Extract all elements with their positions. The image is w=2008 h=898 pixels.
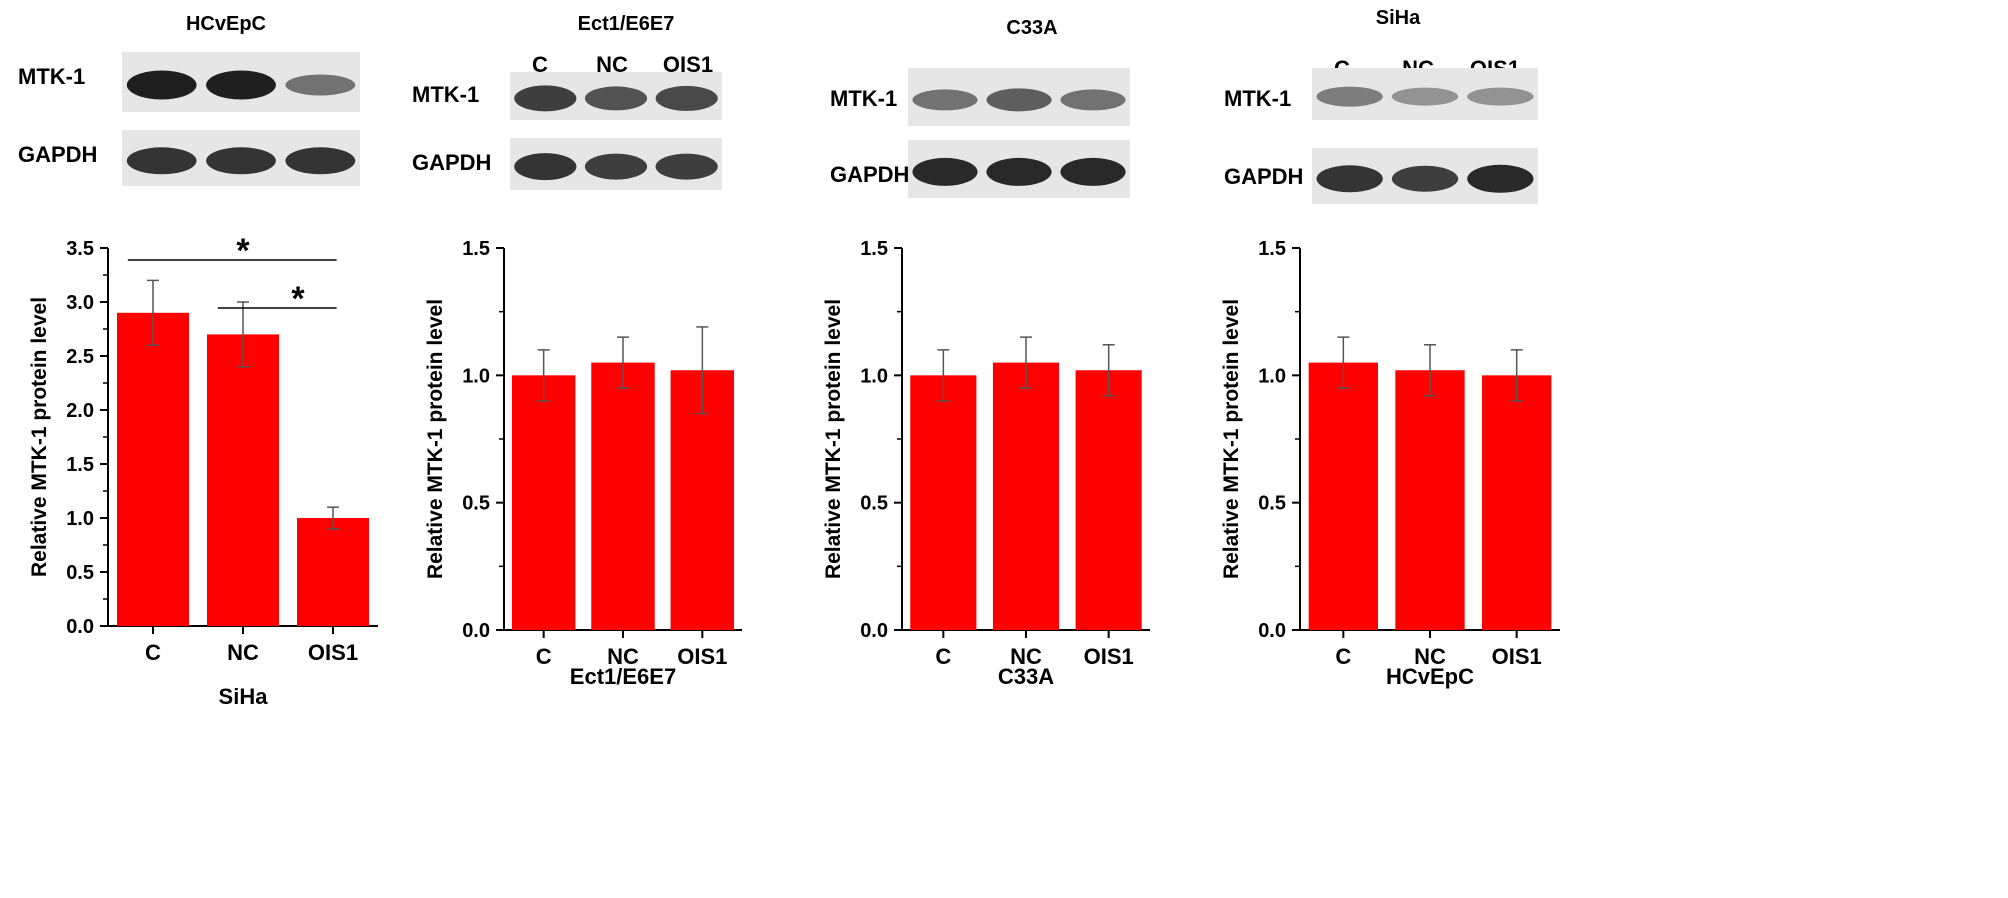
band-label: MTK-1 <box>412 82 479 107</box>
y-tick-label: 3.0 <box>66 292 94 314</box>
y-axis-label: Relative MTK-1 protein level <box>1220 299 1243 579</box>
x-tick-label: NC <box>607 644 639 669</box>
y-tick-label: 1.0 <box>462 365 490 387</box>
bar <box>1308 362 1378 630</box>
blot-title: HCvEpC <box>186 13 266 35</box>
band <box>1467 164 1534 193</box>
band-label: GAPDH <box>1224 164 1303 189</box>
band <box>206 70 276 100</box>
chart-2: 0.0 0.5 1.0 1.5 C NC OIS1 Relative MTK-1 protei… <box>424 238 742 689</box>
band <box>514 85 577 112</box>
bar <box>1075 370 1142 630</box>
band-label: MTK-1 <box>830 86 897 111</box>
band <box>986 88 1052 112</box>
x-tick-label: OIS1 <box>1492 644 1542 669</box>
band-label: GAPDH <box>18 142 97 167</box>
band <box>1060 89 1126 111</box>
bar <box>511 375 576 630</box>
blot-title: C33A <box>1006 17 1057 39</box>
y-axis-label: Relative MTK-1 protein level <box>822 299 845 579</box>
band <box>655 153 718 180</box>
x-tick-label: C <box>935 644 951 669</box>
y-tick-label: 2.5 <box>66 346 94 368</box>
bar <box>1395 370 1465 630</box>
x-tick-label: NC <box>1414 644 1446 669</box>
chart-1: 0.0 0.5 1.0 1.5 2.0 2.5 3.0 3.5 C NC OIS1 * * Relativ… <box>28 232 378 709</box>
y-tick-label: 0.5 <box>66 562 94 584</box>
band <box>206 147 276 175</box>
chart-4: 0.0 0.5 1.0 1.5 C NC OIS1 Relative MTK-1 protei… <box>1220 238 1560 689</box>
bar <box>591 362 655 630</box>
y-axis-label: Relative MTK-1 protein level <box>424 299 447 579</box>
x-axis-label: SiHa <box>219 684 269 709</box>
band <box>912 89 978 111</box>
band-label: GAPDH <box>830 162 909 187</box>
bar <box>992 362 1060 630</box>
bar <box>207 334 279 626</box>
y-axis-label: Relative MTK-1 protein level <box>28 297 51 577</box>
band <box>584 86 648 111</box>
x-tick-label: C <box>1335 644 1351 669</box>
band <box>514 153 577 181</box>
band <box>126 147 197 175</box>
band <box>1316 165 1383 193</box>
significance-star: * <box>291 280 305 318</box>
y-tick-label: 2.0 <box>66 400 94 422</box>
bar <box>910 375 977 630</box>
band <box>655 85 718 111</box>
band <box>1467 87 1534 106</box>
chart-3: 0.0 0.5 1.0 1.5 C NC OIS1 Relative MTK-1 protei… <box>822 238 1150 689</box>
bar <box>297 518 369 626</box>
y-tick-label: 0.0 <box>860 620 888 642</box>
x-tick-label: C <box>536 644 552 669</box>
band <box>584 153 648 180</box>
y-tick-label: 0.5 <box>860 493 888 515</box>
band-label: MTK-1 <box>18 64 85 89</box>
x-tick-label: OIS1 <box>677 644 727 669</box>
y-tick-label: 0.0 <box>66 616 94 638</box>
blot-title: Ect1/E6E7 <box>578 13 675 35</box>
x-axis-label: C33A <box>998 664 1054 689</box>
y-tick-label: 0.5 <box>462 493 490 515</box>
band-label: MTK-1 <box>1224 86 1291 111</box>
y-tick-label: 0.0 <box>1258 620 1286 642</box>
y-tick-label: 0.5 <box>1258 493 1286 515</box>
x-tick-label: OIS1 <box>1084 644 1134 669</box>
band-label: GAPDH <box>412 150 491 175</box>
y-tick-label: 1.0 <box>860 365 888 387</box>
x-tick-label: C <box>145 640 161 665</box>
y-tick-label: 1.5 <box>462 238 490 260</box>
band <box>1316 86 1383 107</box>
bar <box>117 312 189 626</box>
y-tick-label: 1.5 <box>66 454 94 476</box>
x-tick-label: NC <box>227 640 259 665</box>
y-tick-label: 1.5 <box>1258 238 1286 260</box>
band <box>285 74 356 96</box>
band <box>986 157 1052 186</box>
band <box>126 70 197 100</box>
y-tick-label: 1.0 <box>1258 365 1286 387</box>
lane-label: C <box>532 52 548 77</box>
y-tick-label: 0.0 <box>462 620 490 642</box>
band <box>912 157 978 186</box>
y-tick-label: 1.5 <box>860 238 888 260</box>
significance-star: * <box>236 232 250 270</box>
x-tick-label: OIS1 <box>308 640 358 665</box>
y-tick-label: 1.0 <box>66 508 94 530</box>
blot-title: SiHa <box>1376 7 1421 29</box>
x-tick-label: NC <box>1010 644 1042 669</box>
x-axis-label: HCvEpC <box>1386 664 1474 689</box>
band <box>1391 87 1459 106</box>
x-axis-label: Ect1/E6E7 <box>570 664 676 689</box>
band <box>1391 165 1459 192</box>
bar <box>1482 375 1552 630</box>
band <box>1060 157 1126 186</box>
y-tick-label: 3.5 <box>66 238 94 260</box>
band <box>285 147 356 175</box>
